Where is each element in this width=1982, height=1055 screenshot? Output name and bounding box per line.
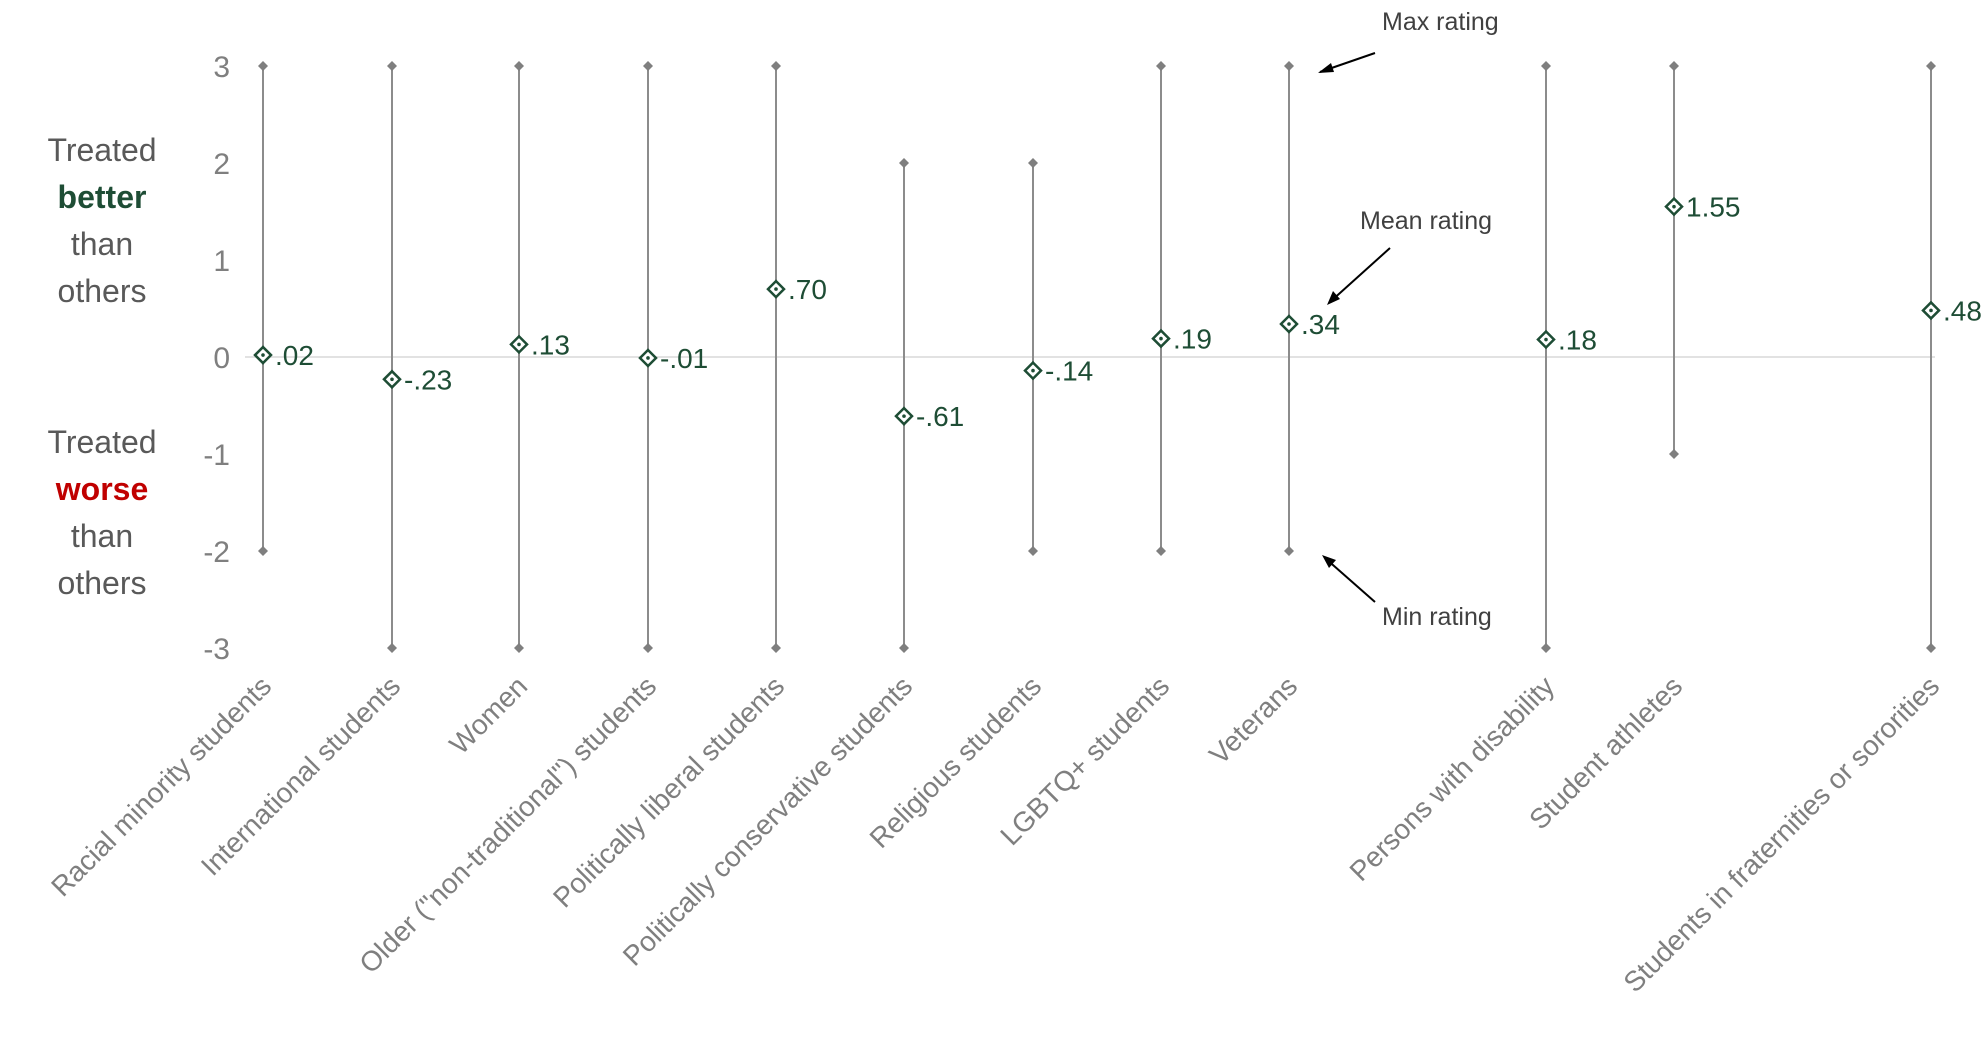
mean-data-label: .19	[1173, 324, 1212, 355]
mean-marker-dot	[1159, 336, 1163, 341]
min-marker	[514, 643, 524, 653]
min-marker	[258, 546, 268, 556]
mean-data-label: .02	[275, 340, 314, 371]
min-marker	[1541, 643, 1551, 653]
max-marker	[899, 158, 909, 168]
x-tick-label: Persons with disability	[1344, 670, 1561, 887]
min-rating-arrow	[1324, 557, 1376, 603]
worse-label-line4: others	[57, 565, 147, 601]
mean-marker-dot	[1031, 368, 1035, 373]
mean-rating-annotation: Mean rating	[1360, 207, 1493, 235]
min-marker	[899, 643, 909, 653]
x-tick-label: Women	[443, 670, 533, 760]
y-tick-label: 0	[213, 342, 230, 375]
y-tick-label: 2	[213, 148, 230, 181]
min-marker	[1284, 546, 1294, 556]
mean-data-label: -.23	[404, 364, 452, 395]
mean-data-label: .48	[1943, 295, 1982, 326]
mean-marker-dot	[902, 414, 906, 418]
mean-marker-dot	[1544, 337, 1548, 342]
max-rating-arrowhead	[1318, 63, 1334, 73]
worse-label-line3: than	[70, 518, 134, 554]
max-marker	[771, 61, 781, 71]
min-marker	[1028, 546, 1038, 556]
y-tick-label: -2	[203, 536, 230, 569]
mean-data-label: .70	[788, 274, 827, 305]
min-marker	[643, 643, 653, 653]
worse-label-emphasis: worse	[55, 471, 149, 507]
max-marker	[387, 61, 397, 71]
y-tick-label: -3	[203, 633, 230, 666]
mean-data-label: .13	[531, 329, 570, 360]
max-marker	[1669, 61, 1679, 71]
max-marker	[1028, 158, 1038, 168]
min-rating-arrowhead	[1322, 555, 1336, 568]
better-label-line3: than	[70, 226, 134, 262]
x-tick-label: Students in fraternities or sororities	[1617, 670, 1945, 998]
mean-rating-arrow	[1329, 247, 1391, 303]
x-tick-label: Politically liberal students	[547, 670, 790, 913]
worse-label-line1: Treated	[47, 424, 157, 460]
mean-rating-arrowhead	[1327, 291, 1340, 305]
min-marker	[1926, 643, 1936, 653]
max-marker	[514, 61, 524, 71]
min-rating-annotation: Min rating	[1382, 603, 1492, 631]
better-side-label: Treated better than others	[18, 127, 186, 315]
mean-data-label: -.14	[1045, 356, 1093, 387]
min-marker	[387, 643, 397, 653]
y-tick-label: 3	[213, 51, 230, 84]
mean-data-label: 1.55	[1686, 192, 1741, 223]
max-marker	[1926, 61, 1936, 71]
mean-data-label: -.01	[660, 343, 708, 374]
max-marker	[1541, 61, 1551, 71]
mean-marker-dot	[390, 377, 394, 382]
x-tick-label: Veterans	[1203, 670, 1303, 770]
mean-marker-dot	[1929, 308, 1933, 313]
better-label-emphasis: better	[57, 179, 147, 215]
worse-side-label: Treated worse than others	[18, 419, 186, 607]
better-label-line1: Treated	[47, 132, 157, 168]
mean-marker-dot	[1287, 322, 1291, 326]
max-marker	[1284, 61, 1294, 71]
mean-data-label: -.61	[916, 401, 964, 432]
x-tick-label: Politically conservative students	[617, 670, 918, 971]
min-marker	[1156, 546, 1166, 556]
x-tick-label: Racial minority students	[45, 670, 277, 902]
min-marker	[1669, 449, 1679, 459]
min-marker	[771, 643, 781, 653]
max-marker	[258, 61, 268, 71]
mean-marker-dot	[1672, 204, 1676, 209]
better-label-line4: others	[57, 273, 147, 309]
y-tick-label: -1	[203, 439, 230, 472]
y-tick-label: 1	[213, 245, 230, 278]
mean-marker-dot	[261, 353, 265, 357]
mean-marker-dot	[517, 342, 521, 347]
max-marker	[643, 61, 653, 71]
mean-data-label: .34	[1301, 309, 1340, 340]
max-marker	[1156, 61, 1166, 71]
max-rating-annotation: Max rating	[1382, 8, 1499, 36]
mean-data-label: .18	[1558, 325, 1597, 356]
mean-marker-dot	[774, 287, 778, 291]
mean-marker-dot	[646, 356, 650, 360]
